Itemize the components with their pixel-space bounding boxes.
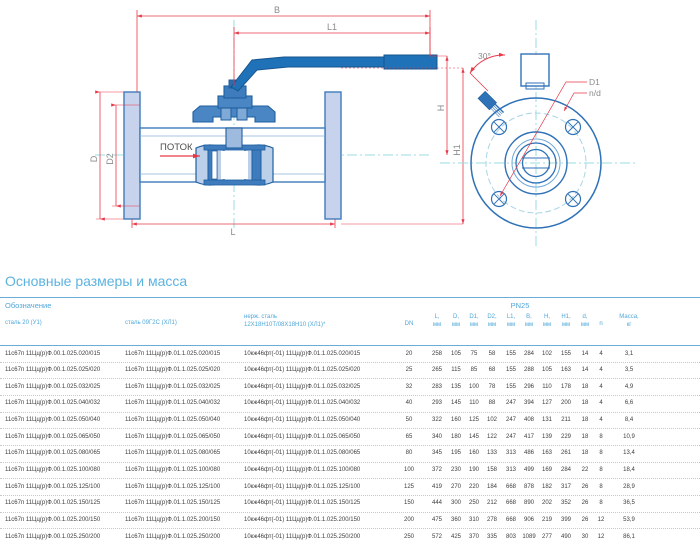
svg-text:D1: D1 <box>589 77 600 87</box>
svg-text:n/d: n/d <box>589 88 601 98</box>
svg-text:D: D <box>89 155 99 162</box>
svg-text:30°: 30° <box>478 51 491 61</box>
svg-text:L1: L1 <box>327 22 337 32</box>
svg-text:H: H <box>436 105 446 112</box>
svg-text:D2: D2 <box>105 153 115 165</box>
svg-text:L: L <box>230 227 235 237</box>
svg-text:B: B <box>274 5 280 15</box>
svg-text:H1: H1 <box>452 144 462 156</box>
svg-text:ПОТОК: ПОТОК <box>160 142 193 153</box>
